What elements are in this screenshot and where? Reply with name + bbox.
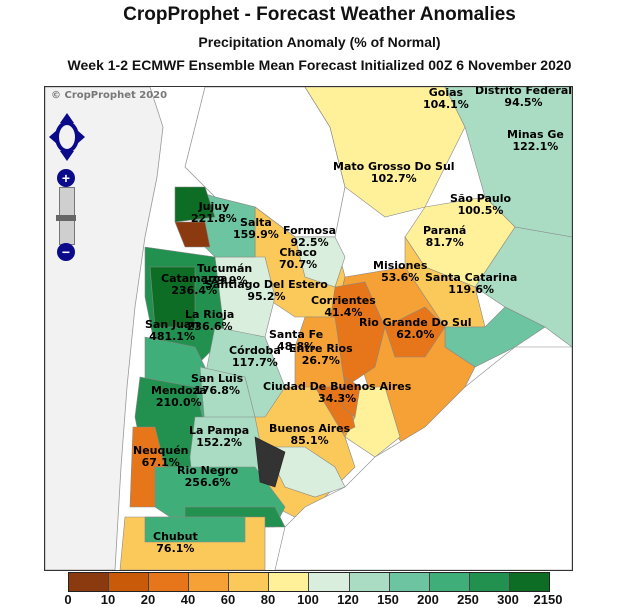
legend-tick-label: 40: [180, 592, 196, 607]
label-mendoza: Mendoza 210.0%: [151, 384, 207, 409]
map-canvas: [45, 87, 572, 570]
label-salta: Salta 159.9%: [233, 216, 279, 241]
label-la-pampa: La Pampa 152.2%: [189, 424, 250, 449]
label-santa-fe: Santa Fe 48.8%: [269, 328, 324, 353]
legend-swatch: [148, 573, 189, 591]
forecast-caption: Week 1-2 ECMWF Ensemble Mean Forecast In…: [67, 57, 572, 73]
legend-tick-label: 250: [457, 592, 479, 607]
label-entre-rios: Entre Rios 26.7%: [289, 342, 353, 367]
label-san-luis: San Luis 176.8%: [191, 372, 244, 397]
legend-tick-label: 2150: [533, 592, 563, 607]
legend-tick-label: 10: [100, 592, 116, 607]
legend-swatch: [348, 573, 389, 591]
legend-swatch: [188, 573, 229, 591]
map-subtitle: Precipitation Anomaly (% of Normal): [198, 34, 441, 50]
legend-tick-label: 200: [417, 592, 439, 607]
legend-swatch: [388, 573, 429, 591]
legend-tick-label: 120: [337, 592, 359, 607]
label-parana: Paraná 81.7%: [423, 224, 467, 249]
pan-arrows-icon[interactable]: [47, 111, 87, 163]
zoom-out-button[interactable]: −: [57, 243, 75, 261]
label-formosa: Formosa 92.5%: [283, 224, 337, 249]
label-catamarca: Catamarca 236.4%: [161, 272, 228, 297]
label-tucuman: Tucumán 179.9%: [197, 262, 253, 287]
legend-swatch: [308, 573, 349, 591]
label-rio-negro: Rio Negro 256.6%: [177, 464, 239, 489]
page-title: CropProphet - Forecast Weather Anomalies: [123, 4, 516, 25]
label-chaco: Chaco 70.7%: [279, 246, 318, 271]
label-minas-gerais: Minas Ge 122.1%: [507, 128, 564, 153]
label-santa-catarina: Santa Catarina 119.6%: [425, 271, 518, 296]
label-sao-paulo: São Paulo 100.5%: [450, 192, 512, 217]
legend-tick-label: 150: [377, 592, 399, 607]
zoom-slider-handle[interactable]: [56, 215, 76, 221]
legend-tick-label: 80: [260, 592, 276, 607]
legend-swatch: [108, 573, 149, 591]
label-jujuy: Jujuy 221.8%: [191, 200, 237, 225]
zoom-in-button[interactable]: +: [57, 169, 75, 187]
legend-swatch: [69, 573, 109, 591]
legend-swatch: [228, 573, 269, 591]
label-san-juan: San Juan 481.1%: [145, 318, 200, 343]
label-neuquen: Neuquén 67.1%: [133, 444, 189, 469]
label-buenos-aires: Buenos Aires 85.1%: [269, 422, 351, 447]
label-santiago-del-estero: Santiago Del Estero 95.2%: [205, 278, 328, 303]
legend-tick-label: 300: [497, 592, 519, 607]
legend-tick-label: 0: [64, 592, 72, 607]
legend-ticks: 0 10 20 40 60 80 100 120 150 200 250 300 2150: [64, 592, 562, 608]
label-chubut: Chubut 76.1%: [153, 530, 198, 555]
legend-swatch: [268, 573, 309, 591]
legend-tick-label: 100: [297, 592, 319, 607]
label-corrientes: Corrientes 41.4%: [311, 294, 376, 319]
label-ciudad-de-buenos-aires: Ciudad De Buenos Aires 34.3%: [263, 380, 412, 405]
anomaly-map[interactable]: © CropProphet 2020 + − Goias 104.1% Distr…: [44, 86, 573, 571]
legend-swatch: [428, 573, 469, 591]
legend-swatch: [508, 573, 549, 591]
label-misiones: Misiones 53.6%: [373, 259, 428, 284]
color-legend: [68, 572, 550, 592]
copyright-text: © CropProphet 2020: [51, 90, 168, 101]
label-cordoba: Córdoba 117.7%: [229, 344, 281, 369]
label-rio-grande-do-sul: Rio Grande Do Sul 62.0%: [359, 316, 472, 341]
legend-tick-label: 20: [140, 592, 156, 607]
legend-tick-label: 60: [220, 592, 236, 607]
label-goias: Goias 104.1%: [423, 86, 469, 111]
label-distrito-federal: Distrito Federal 94.5%: [475, 86, 573, 109]
label-mato-grosso-do-sul: Mato Grosso Do Sul 102.7%: [333, 160, 455, 185]
label-la-rioja: La Rioja 236.6%: [185, 308, 235, 333]
legend-swatch: [468, 573, 509, 591]
